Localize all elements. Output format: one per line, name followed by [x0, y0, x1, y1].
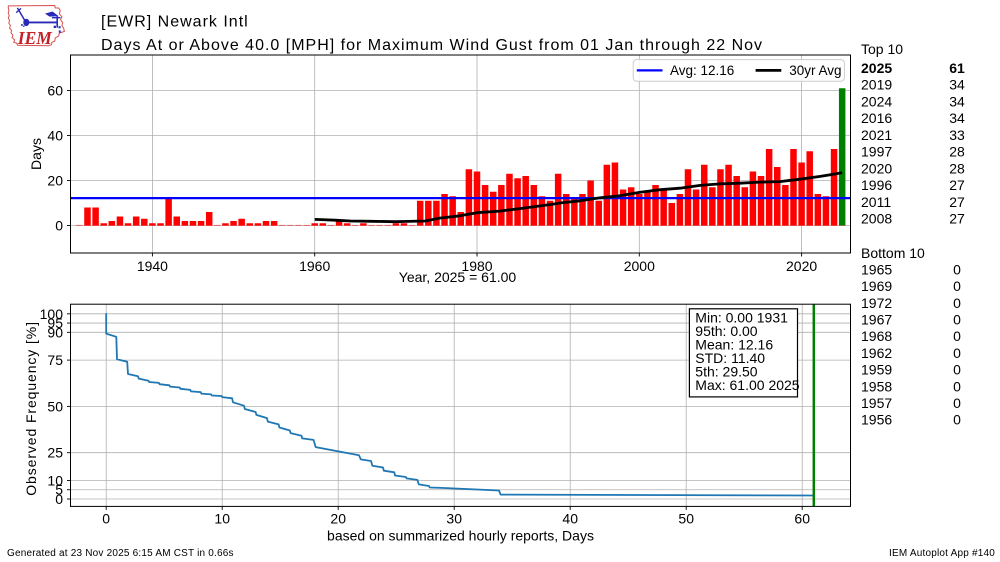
- svg-text:5: 5: [55, 482, 63, 498]
- svg-text:0: 0: [953, 378, 961, 394]
- svg-text:2024: 2024: [861, 93, 892, 109]
- svg-text:Generated at 23 Nov 2025 6:15: Generated at 23 Nov 2025 6:15 AM CST in …: [7, 548, 234, 559]
- svg-text:1965: 1965: [861, 261, 892, 277]
- svg-text:1969: 1969: [861, 278, 892, 294]
- svg-text:0: 0: [102, 511, 110, 527]
- svg-text:1968: 1968: [861, 328, 892, 344]
- svg-text:0: 0: [953, 362, 961, 378]
- svg-text:IEM: IEM: [17, 28, 53, 48]
- svg-text:30: 30: [446, 511, 462, 527]
- svg-text:0: 0: [953, 412, 961, 428]
- svg-text:0: 0: [953, 261, 961, 277]
- svg-text:25: 25: [47, 445, 63, 461]
- svg-text:2016: 2016: [861, 110, 892, 126]
- svg-text:Observed Frequency [%]: Observed Frequency [%]: [23, 321, 39, 496]
- svg-text:27: 27: [949, 177, 965, 193]
- svg-text:0: 0: [953, 395, 961, 411]
- svg-text:1967: 1967: [861, 312, 892, 328]
- svg-text:1958: 1958: [861, 378, 892, 394]
- svg-text:2011: 2011: [861, 194, 891, 210]
- svg-text:Bottom 10: Bottom 10: [861, 245, 925, 261]
- svg-text:40: 40: [47, 128, 63, 144]
- svg-text:0: 0: [953, 312, 961, 328]
- svg-text:1962: 1962: [861, 345, 892, 361]
- svg-text:0: 0: [953, 345, 961, 361]
- svg-text:[EWR] Newark Intl: [EWR] Newark Intl: [101, 14, 249, 31]
- svg-text:34: 34: [949, 110, 965, 126]
- svg-text:60: 60: [47, 83, 63, 99]
- svg-text:20: 20: [47, 173, 63, 189]
- svg-text:2008: 2008: [861, 211, 892, 227]
- svg-text:0: 0: [55, 491, 63, 507]
- svg-text:27: 27: [949, 194, 965, 210]
- svg-text:Year, 2025 = 61.00: Year, 2025 = 61.00: [399, 269, 517, 285]
- svg-text:Top 10: Top 10: [861, 41, 903, 57]
- svg-text:1996: 1996: [861, 177, 892, 193]
- svg-text:IEM Autoplot App #140: IEM Autoplot App #140: [889, 548, 995, 559]
- svg-text:1959: 1959: [861, 362, 892, 378]
- svg-text:75: 75: [47, 352, 63, 368]
- svg-text:Avg: 12.16: Avg: 12.16: [670, 63, 734, 78]
- svg-text:1972: 1972: [861, 295, 892, 311]
- svg-text:60: 60: [794, 511, 810, 527]
- svg-text:1957: 1957: [861, 395, 892, 411]
- svg-text:20: 20: [330, 511, 346, 527]
- svg-text:Days: Days: [28, 138, 44, 170]
- svg-text:28: 28: [949, 144, 965, 160]
- svg-text:Mean: 12.16: Mean: 12.16: [695, 337, 773, 353]
- svg-text:40: 40: [562, 511, 578, 527]
- svg-text:95th: 0.00: 95th: 0.00: [695, 323, 757, 339]
- svg-text:1940: 1940: [137, 258, 168, 274]
- svg-text:1960: 1960: [299, 258, 330, 274]
- svg-text:28: 28: [949, 160, 965, 176]
- svg-text:90: 90: [47, 324, 63, 340]
- svg-text:2025: 2025: [861, 60, 892, 76]
- svg-text:30yr Avg: 30yr Avg: [789, 63, 841, 78]
- svg-text:50: 50: [678, 511, 694, 527]
- svg-text:STD: 11.40: STD: 11.40: [695, 350, 765, 366]
- svg-text:Max: 61.00 2025: Max: 61.00 2025: [695, 377, 800, 393]
- svg-text:61: 61: [949, 60, 965, 76]
- svg-text:33: 33: [949, 127, 965, 143]
- svg-text:100: 100: [40, 306, 64, 322]
- svg-text:0: 0: [953, 295, 961, 311]
- svg-text:50: 50: [47, 398, 63, 414]
- svg-text:2019: 2019: [861, 77, 892, 93]
- svg-text:based on summarized hourly rep: based on summarized hourly reports, Days: [327, 528, 594, 544]
- svg-text:1997: 1997: [861, 144, 892, 160]
- svg-text:0: 0: [55, 218, 63, 234]
- svg-text:34: 34: [949, 77, 965, 93]
- svg-text:Min: 0.00 1931: Min: 0.00 1931: [695, 310, 788, 326]
- svg-text:Days At or Above 40.0 [MPH] fo: Days At or Above 40.0 [MPH] for Maximum …: [101, 37, 763, 54]
- svg-text:2000: 2000: [624, 258, 655, 274]
- svg-text:1956: 1956: [861, 412, 892, 428]
- svg-text:34: 34: [949, 93, 965, 109]
- svg-text:2020: 2020: [786, 258, 817, 274]
- svg-text:2021: 2021: [861, 127, 892, 143]
- svg-text:1980: 1980: [461, 258, 492, 274]
- svg-text:5th: 29.50: 5th: 29.50: [695, 364, 757, 380]
- svg-text:27: 27: [949, 211, 965, 227]
- svg-text:0: 0: [953, 328, 961, 344]
- svg-text:2020: 2020: [861, 160, 892, 176]
- svg-text:10: 10: [214, 511, 230, 527]
- svg-text:95: 95: [47, 315, 63, 331]
- svg-text:0: 0: [953, 278, 961, 294]
- svg-text:10: 10: [47, 473, 63, 489]
